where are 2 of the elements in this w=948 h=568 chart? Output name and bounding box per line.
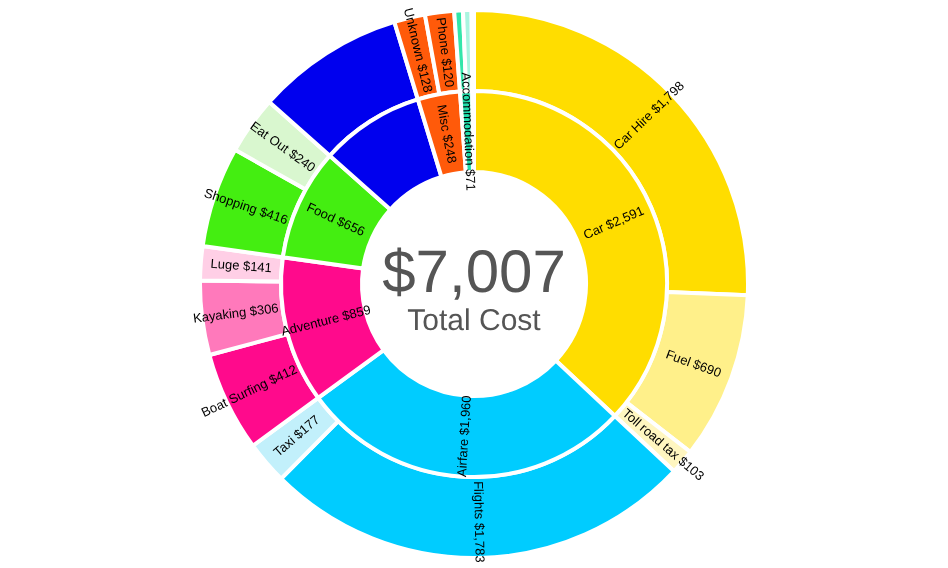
text: Total Cost [407,304,543,338]
text: $7,007 [382,240,566,306]
